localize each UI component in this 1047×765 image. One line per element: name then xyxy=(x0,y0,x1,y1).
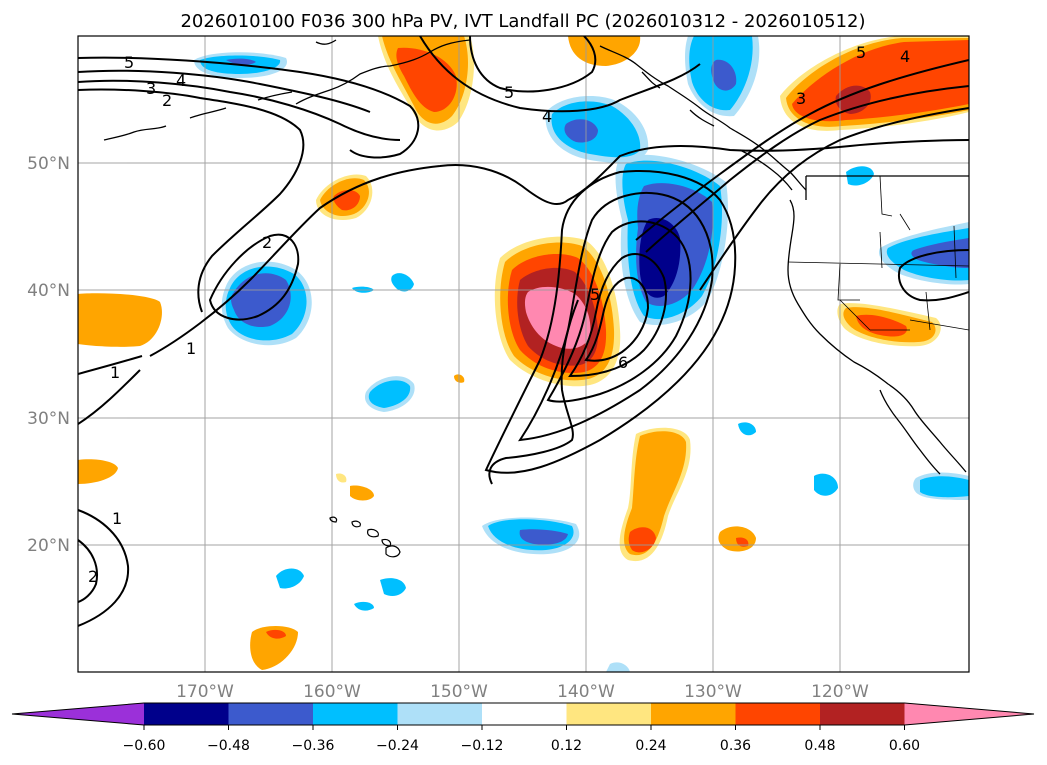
contour-label: 1 xyxy=(186,339,196,358)
graticule xyxy=(78,36,969,672)
contour-label: 6 xyxy=(618,353,628,372)
contour-label: 2 xyxy=(162,91,172,110)
contour-label: 3 xyxy=(146,79,156,98)
colorbar-tick-label: 0.12 xyxy=(551,738,582,754)
coastlines xyxy=(103,39,969,475)
colorbar-bin xyxy=(651,703,736,725)
contour-label: 1 xyxy=(110,363,120,382)
colorbar-ticks xyxy=(143,725,905,730)
map-panel: 5 4 3 2 2 1 1 1 2 5 4 5 6 5 4 3 xyxy=(78,36,969,672)
lon-tick-label: 120°W xyxy=(811,682,869,702)
colorbar-tick-label: −0.24 xyxy=(376,738,419,754)
colorbar-tick-label: 0.60 xyxy=(889,738,920,754)
hawaii-islands xyxy=(329,516,401,558)
colorbar: −0.60 −0.48 −0.36 −0.24 −0.12 0.12 0.24 … xyxy=(11,702,1035,754)
contour-label: 5 xyxy=(856,43,866,62)
lon-tick-label: 150°W xyxy=(430,682,488,702)
colorbar-tick-label: 0.24 xyxy=(635,738,666,754)
contour-label: 4 xyxy=(542,107,552,126)
colorbar-tick-label: −0.36 xyxy=(292,738,335,754)
contour-label: 5 xyxy=(124,53,134,72)
contour-label: 5 xyxy=(590,285,600,304)
pv-contours xyxy=(78,36,969,627)
latitude-labels: 50°N 40°N 30°N 20°N xyxy=(27,154,70,556)
colorbar-bin xyxy=(482,703,567,725)
colorbar-tick-label: −0.48 xyxy=(207,738,250,754)
colorbar-tick-label: −0.60 xyxy=(123,738,166,754)
lon-tick-label: 160°W xyxy=(303,682,361,702)
colorbar-tick-label: −0.12 xyxy=(461,738,504,754)
colorbar-bin xyxy=(228,703,313,725)
contour-label: 1 xyxy=(112,509,122,528)
colorbar-tick-label: 0.48 xyxy=(804,738,835,754)
longitude-labels: 170°W 160°W 150°W 140°W 130°W 120°W xyxy=(176,682,869,702)
colorbar-bin xyxy=(397,703,482,725)
contour-labels: 5 4 3 2 2 1 1 1 2 5 4 5 6 5 4 3 xyxy=(88,43,910,586)
lat-tick-label: 40°N xyxy=(27,281,70,301)
colorbar-tick-labels: −0.60 −0.48 −0.36 −0.24 −0.12 0.12 0.24 … xyxy=(123,738,921,754)
colorbar-under-extension xyxy=(12,703,144,725)
lon-tick-label: 130°W xyxy=(684,682,742,702)
lon-tick-label: 170°W xyxy=(176,682,234,702)
colorbar-bin xyxy=(566,703,651,725)
state-borders xyxy=(787,175,969,331)
lat-tick-label: 30°N xyxy=(27,409,70,429)
contour-label: 3 xyxy=(796,89,806,108)
colorbar-bin xyxy=(735,703,820,725)
colorbar-tick-label: 0.36 xyxy=(720,738,751,754)
contour-label: 4 xyxy=(176,71,186,90)
map-frame xyxy=(77,35,970,673)
colorbar-over-extension xyxy=(904,703,1034,725)
lon-tick-label: 140°W xyxy=(557,682,615,702)
lat-tick-label: 50°N xyxy=(27,154,70,174)
contour-label: 4 xyxy=(900,47,910,66)
contour-label: 2 xyxy=(262,233,272,252)
lat-tick-label: 20°N xyxy=(27,536,70,556)
figure-title: 2026010100 F036 300 hPa PV, IVT Landfall… xyxy=(180,11,865,32)
contour-label: 2 xyxy=(88,567,98,586)
colorbar-bin xyxy=(820,703,905,725)
contour-label: 5 xyxy=(504,83,514,102)
colorbar-bin xyxy=(313,703,398,725)
colorbar-bin xyxy=(144,703,229,725)
